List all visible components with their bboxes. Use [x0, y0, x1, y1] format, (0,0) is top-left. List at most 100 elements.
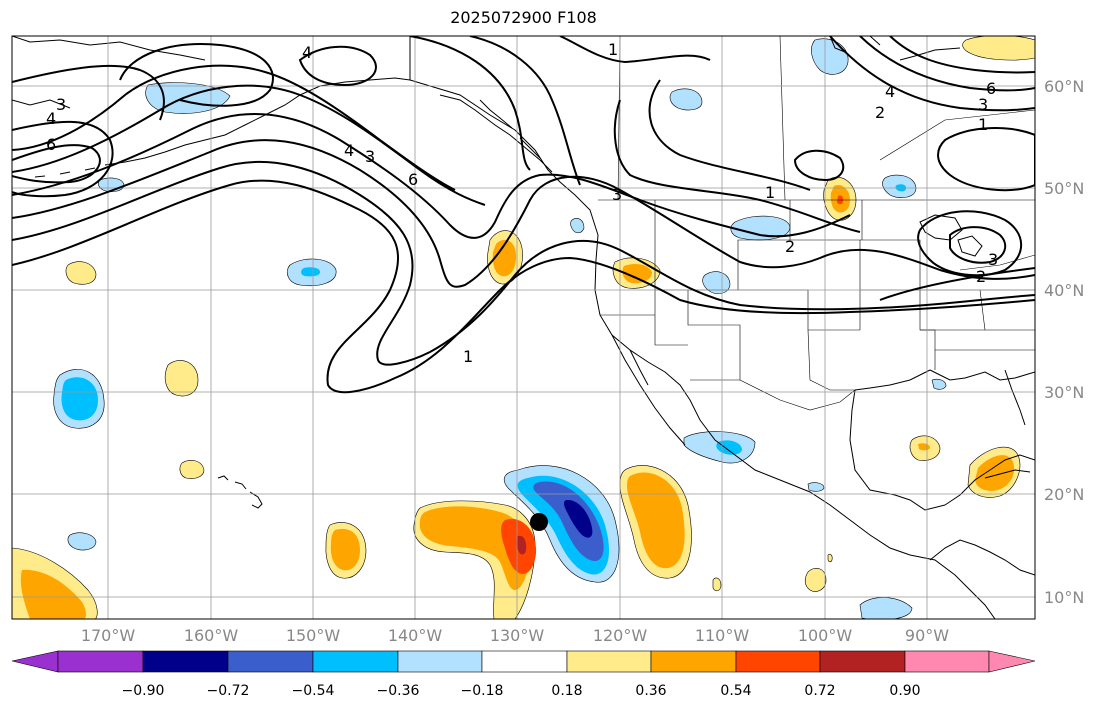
contour-label: 1 [608, 40, 618, 59]
contour-north-alaska [409, 36, 531, 171]
contour-north-high-2 [298, 45, 377, 87]
contour-1-outer [12, 179, 1035, 394]
colorbar-swatch [397, 650, 483, 673]
colorbar-swatch [735, 650, 821, 673]
neg-anomaly-blob [98, 177, 125, 192]
coastlines [12, 36, 1035, 619]
contour-label: 6 [986, 79, 996, 98]
anomaly-shading [12, 36, 1035, 619]
contour-central-2 [613, 99, 861, 233]
pos-anomaly-blob [622, 264, 652, 284]
contour-north-alaska-2 [469, 36, 581, 186]
contour-mid-ring [793, 149, 845, 182]
colorbar-tick-label: 0.72 [804, 683, 836, 699]
lon-label-90w: 90°W [904, 626, 950, 645]
pos-anomaly-blob [962, 36, 1035, 61]
lat-label-20n: 20°N [1044, 485, 1085, 504]
pos-anomaly-blob [330, 528, 360, 571]
colorbar-tick-label: 0.36 [635, 683, 667, 699]
neg-anomaly-blob [702, 271, 731, 294]
colorbar-swatch [481, 650, 568, 673]
pos-anomaly-blob [516, 535, 527, 555]
colorbar-tick-label: 0.18 [551, 683, 583, 699]
colorbar-extend-min [11, 650, 59, 673]
graticule [12, 36, 1035, 619]
map-area: 1 1 1 1 2 2 2 3 3 3 3 3 4 4 4 4 6 6 6 [12, 36, 1035, 619]
contour-1-inner [12, 161, 1035, 366]
map-title: 2025072900 F108 [450, 8, 597, 27]
lat-label-30n: 30°N [1044, 383, 1085, 402]
lon-label-150w: 150°W [285, 626, 341, 645]
neg-anomaly-blob [61, 377, 98, 421]
contour-2 [12, 139, 1035, 288]
contour-label: 3 [56, 95, 66, 114]
contour-label: 4 [344, 141, 354, 160]
contour-ne-3 [889, 36, 1035, 74]
pos-anomaly-blob [827, 553, 833, 563]
lat-label-40n: 40°N [1044, 281, 1085, 300]
colorbar-swatch [819, 650, 906, 673]
pos-anomaly-blob [65, 261, 97, 285]
neg-anomaly-blob [67, 532, 97, 551]
lat-label-60n: 60°N [1044, 77, 1085, 96]
contour-labels: 1 1 1 1 2 2 2 3 3 3 3 3 4 4 4 4 6 6 6 [46, 40, 998, 366]
colorbar-tick-label: −0.90 [121, 683, 165, 699]
pos-anomaly-blob [712, 577, 722, 592]
contour-label: 3 [978, 95, 988, 114]
lon-label-170w: 170°W [80, 626, 136, 645]
contour-4 [12, 84, 486, 206]
contour-ring-west-2 [12, 120, 114, 198]
neg-anomaly-blob [811, 38, 849, 75]
contour-label: 1 [463, 347, 473, 366]
lon-label-110w: 110°W [694, 626, 750, 645]
neg-anomaly-blob [564, 500, 593, 538]
contour-label: 2 [976, 267, 986, 286]
contour-ne-2 [859, 36, 1035, 92]
contour-central-3 [648, 79, 811, 191]
lon-label-140w: 140°W [387, 626, 443, 645]
contour-label: 3 [612, 185, 622, 204]
neg-anomaly-blob [669, 88, 703, 111]
pos-anomaly-blob [179, 460, 205, 479]
pos-anomaly-blob [804, 567, 827, 592]
contour-central-1 [559, 36, 711, 64]
contour-label: 1 [978, 115, 988, 134]
colorbar-swatch [904, 650, 990, 673]
lat-label-50n: 50°N [1044, 179, 1085, 198]
lon-label-160w: 160°W [183, 626, 239, 645]
colorbar-swatch [57, 650, 144, 673]
neg-anomaly-blob [859, 597, 913, 619]
pos-anomaly-blob [975, 455, 1015, 491]
map-frame [11, 35, 1036, 620]
colorbar [11, 650, 1036, 673]
contour-3 [12, 113, 851, 239]
lon-label-130w: 130°W [489, 626, 545, 645]
contour-label: 2 [875, 103, 885, 122]
contour-label: 3 [365, 147, 375, 166]
contour-ne-ring [937, 127, 1035, 192]
pos-anomaly-blob [20, 569, 86, 619]
colorbar-swatch [312, 650, 399, 673]
neg-anomaly-blob [301, 267, 320, 277]
neg-anomaly-blob [570, 218, 585, 234]
pos-anomaly-blob [492, 239, 517, 277]
pos-anomaly-blob [164, 360, 199, 397]
contour-lines [12, 36, 1035, 394]
contour-label: 4 [302, 43, 312, 62]
contour-label: 6 [408, 170, 418, 189]
contour-nw-1 [12, 64, 165, 121]
contour-label: 1 [765, 183, 775, 202]
contour-label: 3 [988, 250, 998, 269]
neg-anomaly-blob [730, 215, 791, 241]
lon-label-100w: 100°W [797, 626, 853, 645]
contour-ne-ring-3 [949, 226, 1007, 264]
neg-anomaly-blob [807, 482, 825, 492]
contour-ring-west [12, 144, 101, 184]
contour-6 [12, 64, 456, 191]
colorbar-swatch [650, 650, 737, 673]
colorbar-tick-label: 0.54 [720, 683, 752, 699]
contour-label: 4 [46, 109, 56, 128]
colorbar-swatch [142, 650, 229, 673]
colorbar-tick-label: −0.54 [291, 683, 335, 699]
